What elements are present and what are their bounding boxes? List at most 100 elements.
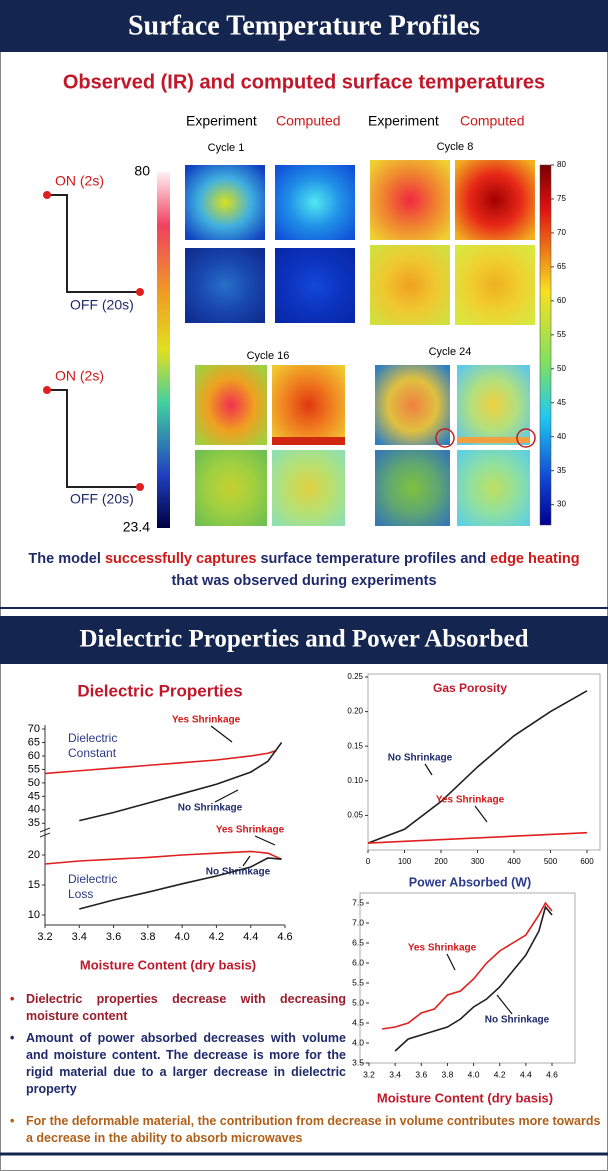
label-arrow: [211, 726, 232, 742]
heat-map: [457, 450, 530, 526]
x-tick-label: 3.6: [415, 1069, 427, 1079]
on-label: ON (2s): [55, 173, 104, 189]
y-tick-label: 0.20: [347, 707, 363, 716]
series-line: [368, 691, 587, 843]
y-tick-label: 55: [28, 763, 40, 775]
y-tick-label: 4.5: [352, 1017, 364, 1027]
bullet: Amount of power absorbed decreases with …: [8, 1030, 346, 1098]
x-tick-label: 0: [366, 857, 371, 866]
color-bar-label: 35: [557, 466, 566, 475]
heat-map: [375, 450, 450, 526]
color-bar-label: 60: [557, 296, 566, 305]
color-bar-label: 65: [557, 262, 566, 271]
label-arrow: [475, 806, 487, 822]
series-line: [382, 903, 552, 1029]
y-tick-label: 0.25: [347, 672, 363, 681]
heat-map: [272, 365, 345, 445]
y-tick-label: 0.15: [347, 741, 363, 750]
y-tick-label: 6.0: [352, 957, 364, 967]
x-tick-label: 3.8: [442, 1069, 454, 1079]
summary: The model successfully captures surface …: [20, 548, 588, 592]
color-bar: [540, 165, 551, 525]
summary-highlight: successfully captures: [105, 551, 257, 567]
poster: Surface Temperature Profiles Observed (I…: [0, 0, 608, 1171]
bullet: Dielectric properties decrease with decr…: [8, 991, 346, 1025]
summary-text: that was observed during experiments: [171, 573, 436, 589]
section-title: Surface Temperature Profiles: [128, 10, 480, 41]
color-bar-label: 80: [557, 160, 566, 169]
color-bar-min: 23.4: [123, 519, 150, 535]
heat-map: [375, 365, 450, 445]
y-tick-label: 60: [28, 750, 40, 762]
y-tick-label: 45: [28, 790, 40, 802]
chart-title: Dielectric Properties: [77, 681, 242, 700]
heat-map: [195, 450, 267, 526]
color-bar-label: 30: [557, 500, 566, 509]
color-bar-label: 55: [557, 330, 566, 339]
color-bar-label: 40: [557, 432, 566, 441]
color-bar: [157, 172, 170, 528]
x-tick-label: 4.0: [174, 931, 189, 943]
column-label: Computed: [460, 113, 525, 129]
x-tick-label: 4.4: [520, 1069, 532, 1079]
heat-map: [455, 245, 535, 325]
cycle-label: Cycle 8: [437, 141, 474, 153]
label-arrow: [497, 995, 512, 1014]
y-tick-label: 15: [28, 879, 40, 891]
label-arrow: [255, 836, 275, 845]
column-label: Experiment: [368, 113, 439, 129]
off-label: OFF (20s): [70, 491, 134, 507]
x-tick-label: 3.2: [363, 1069, 375, 1079]
series-label: Yes Shrinkage: [408, 943, 477, 954]
x-tick-label: 4.6: [546, 1069, 558, 1079]
heat-map: [275, 165, 355, 240]
y-tick-label: 10: [28, 909, 40, 921]
y-tick-label: 65: [28, 736, 40, 748]
x-tick-label: 3.8: [140, 931, 155, 943]
cycle-label: Cycle 16: [247, 350, 290, 362]
series-line: [368, 833, 587, 843]
heat-map: [370, 160, 450, 240]
column-label: Experiment: [186, 113, 257, 129]
y-tick-label: 40: [28, 804, 40, 816]
x-tick-label: 4.0: [468, 1069, 480, 1079]
y-tick-label: 20: [28, 849, 40, 861]
y-tick-label: 5.0: [352, 997, 364, 1007]
cycle-dot: [43, 386, 51, 394]
x-tick-label: 600: [580, 857, 594, 866]
edge-band: [457, 437, 530, 443]
summary-highlight: edge heating: [490, 551, 579, 567]
series-label: No Shrinkage: [206, 867, 271, 878]
bullet: For the deformable material, the contrib…: [8, 1113, 604, 1147]
annotation: Dielectric Constant: [68, 731, 138, 761]
y-tick-label: 5.5: [352, 977, 364, 987]
heat-map: [185, 165, 265, 240]
heat-map: [185, 248, 265, 323]
x-axis-label: Moisture Content (dry basis): [80, 957, 256, 972]
y-tick-label: 4.0: [352, 1037, 364, 1047]
series-label: Yes Shrinkage: [172, 715, 241, 726]
series-label: Yes Shrinkage: [216, 825, 285, 836]
series-label: No Shrinkage: [485, 1015, 550, 1026]
x-tick-label: 300: [471, 857, 485, 866]
column-label: Computed: [276, 113, 341, 129]
x-axis-label: Moisture Content (dry basis): [377, 1090, 553, 1105]
color-bar-label: 50: [557, 364, 566, 373]
x-tick-label: 500: [544, 857, 558, 866]
chart-title: Gas Porosity: [433, 681, 507, 695]
cycle-dot: [136, 288, 144, 296]
cycle-dot: [136, 483, 144, 491]
section-title: Dielectric Properties and Power Absorbed: [80, 626, 529, 653]
x-tick-label: 3.4: [389, 1069, 401, 1079]
label-arrow: [243, 856, 250, 866]
label-arrow: [215, 790, 238, 802]
summary-text: The model: [28, 551, 105, 567]
heat-map: [275, 248, 355, 323]
on-label: ON (2s): [55, 368, 104, 384]
label-arrow: [425, 764, 432, 775]
y-tick-label: 70: [28, 723, 40, 735]
y-tick-label: 6.5: [352, 937, 364, 947]
color-bar-max: 80: [134, 163, 150, 179]
y-tick-label: 0.10: [347, 776, 363, 785]
power-cycle-line: [47, 390, 140, 487]
